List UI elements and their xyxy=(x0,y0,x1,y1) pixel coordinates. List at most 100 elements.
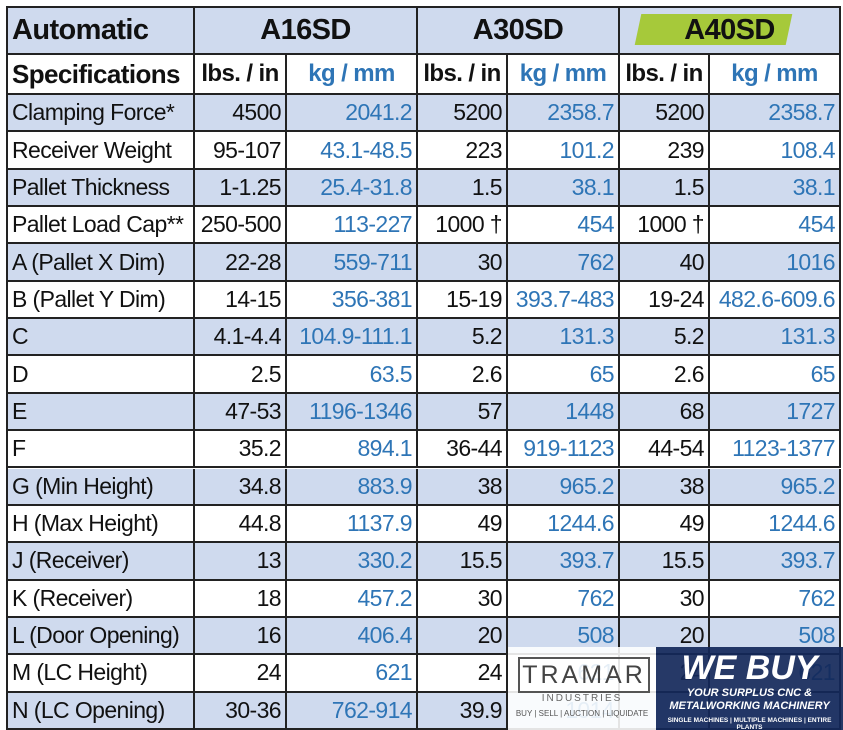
value-metric: 454 xyxy=(710,207,841,245)
value-metric: 113-227 xyxy=(287,207,418,245)
value-imperial: 5.2 xyxy=(620,319,710,357)
unit-header: lbs. / in xyxy=(195,55,287,95)
value-metric: 1244.6 xyxy=(508,505,620,544)
value-metric: 65 xyxy=(710,356,841,394)
value-imperial: 5.2 xyxy=(418,319,508,357)
value-metric: 2358.7 xyxy=(710,95,841,133)
value-metric: 43.1-48.5 xyxy=(287,132,418,170)
value-imperial: 24 xyxy=(418,655,508,693)
value-metric: 454 xyxy=(508,207,620,245)
value-metric: 621 xyxy=(287,655,418,693)
row-label: Receiver Weight xyxy=(8,132,195,170)
value-metric: 1016 xyxy=(710,244,841,282)
value-metric: 1448 xyxy=(508,393,620,432)
advert: TRAMAR INDUSTRIES BUY | SELL | AUCTION |… xyxy=(508,647,843,730)
value-imperial: 250-500 xyxy=(195,207,287,245)
value-metric: 38.1 xyxy=(508,169,620,208)
value-metric: 393.7 xyxy=(710,543,841,581)
value-imperial: 38 xyxy=(418,468,508,506)
value-metric: 108.4 xyxy=(710,132,841,170)
value-metric: 356-381 xyxy=(287,281,418,320)
value-metric: 762-914 xyxy=(287,692,418,730)
row-label: M (LC Height) xyxy=(8,655,195,693)
row-label: K (Receiver) xyxy=(8,580,195,618)
title: Automatic xyxy=(8,8,195,55)
value-imperial: 49 xyxy=(620,505,710,544)
value-imperial: 2.6 xyxy=(620,356,710,394)
brand-sub: INDUSTRIES xyxy=(541,693,623,704)
row-label: N (LC Opening) xyxy=(8,692,195,730)
value-imperial: 68 xyxy=(620,393,710,432)
row-label: A (Pallet X Dim) xyxy=(8,244,195,282)
value-metric: 919-1123 xyxy=(508,431,620,469)
row-label: G (Min Height) xyxy=(8,468,195,506)
value-metric: 559-711 xyxy=(287,244,418,282)
value-imperial: 22-28 xyxy=(195,244,287,282)
row-label: B (Pallet Y Dim) xyxy=(8,281,195,320)
value-imperial: 39.9 xyxy=(418,692,508,730)
unit-header: lbs. / in xyxy=(620,55,710,95)
value-metric: 762 xyxy=(508,244,620,282)
value-metric: 1244.6 xyxy=(710,505,841,544)
value-imperial: 44-54 xyxy=(620,431,710,469)
value-imperial: 15.5 xyxy=(620,543,710,581)
value-imperial: 38 xyxy=(620,468,710,506)
value-imperial: 95-107 xyxy=(195,132,287,170)
row-label: H (Max Height) xyxy=(8,505,195,544)
value-metric: 1137.9 xyxy=(287,505,418,544)
promo-footer: SINGLE MACHINES | MULTIPLE MACHINES | EN… xyxy=(667,717,832,730)
value-imperial: 30 xyxy=(418,244,508,282)
value-metric: 393.7-483 xyxy=(508,281,620,320)
value-imperial: 40 xyxy=(620,244,710,282)
value-metric: 330.2 xyxy=(287,543,418,581)
value-metric: 65 xyxy=(508,356,620,394)
row-label: F xyxy=(8,431,195,469)
value-metric: 406.4 xyxy=(287,617,418,656)
value-imperial: 15.5 xyxy=(418,543,508,581)
value-metric: 25.4-31.8 xyxy=(287,169,418,208)
value-imperial: 1.5 xyxy=(620,169,710,208)
value-metric: 762 xyxy=(710,580,841,618)
value-metric: 104.9-111.1 xyxy=(287,319,418,357)
value-imperial: 30-36 xyxy=(195,692,287,730)
model-header: A30SD xyxy=(418,8,620,55)
value-metric: 131.3 xyxy=(508,319,620,357)
value-imperial: 1000 † xyxy=(418,207,508,245)
value-imperial: 1-1.25 xyxy=(195,169,287,208)
value-metric: 1727 xyxy=(710,393,841,432)
value-metric: 457.2 xyxy=(287,580,418,618)
value-imperial: 1.5 xyxy=(418,169,508,208)
promo-line: METALWORKING MACHINERY xyxy=(669,700,830,712)
value-imperial: 239 xyxy=(620,132,710,170)
row-label: Pallet Thickness xyxy=(8,169,195,208)
value-metric: 38.1 xyxy=(710,169,841,208)
promo-line: YOUR SURPLUS CNC & xyxy=(686,687,813,699)
unit-header: lbs. / in xyxy=(418,55,508,95)
value-imperial: 36-44 xyxy=(418,431,508,469)
brand: TRAMAR xyxy=(518,657,650,693)
model-text: A40SD xyxy=(684,14,775,46)
headline: WE BUY xyxy=(681,649,818,687)
row-label: Clamping Force* xyxy=(8,95,195,133)
value-metric: 131.3 xyxy=(710,319,841,357)
value-metric: 63.5 xyxy=(287,356,418,394)
value-imperial: 13 xyxy=(195,543,287,581)
frame xyxy=(6,6,841,730)
value-metric: 482.6-609.6 xyxy=(710,281,841,320)
row-label: D xyxy=(8,356,195,394)
value-imperial: 44.8 xyxy=(195,505,287,544)
value-imperial: 57 xyxy=(418,393,508,432)
value-imperial: 24 xyxy=(195,655,287,693)
value-imperial: 15-19 xyxy=(418,281,508,320)
value-imperial: 16 xyxy=(195,617,287,656)
unit-header: kg / mm xyxy=(710,55,841,95)
value-imperial: 223 xyxy=(418,132,508,170)
value-imperial: 1000 † xyxy=(620,207,710,245)
value-imperial: 20 xyxy=(418,617,508,656)
value-metric: 2041.2 xyxy=(287,95,418,133)
unit-header: kg / mm xyxy=(508,55,620,95)
value-imperial: 5200 xyxy=(418,95,508,133)
value-imperial: 2.6 xyxy=(418,356,508,394)
value-imperial: 30 xyxy=(620,580,710,618)
